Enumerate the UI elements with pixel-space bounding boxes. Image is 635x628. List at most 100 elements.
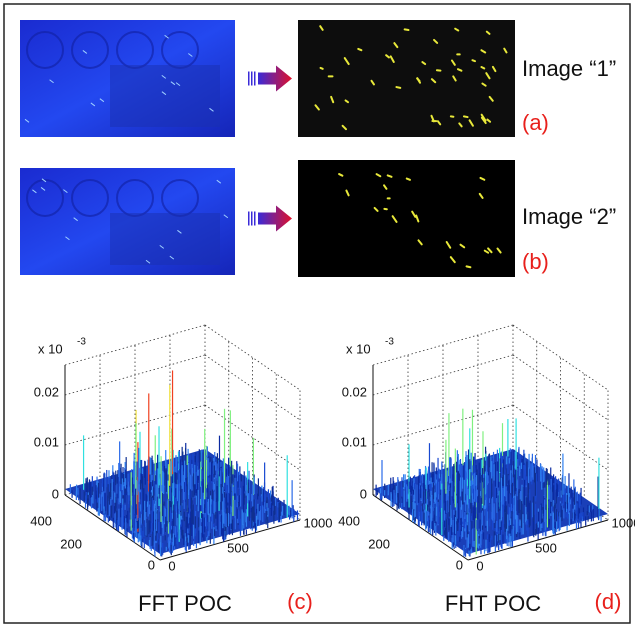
fiber: [188, 53, 193, 57]
z-tick-label: 0: [52, 486, 59, 501]
fiber-mark: [468, 119, 474, 127]
fiber-mark: [405, 177, 411, 181]
fiber-mark: [480, 66, 486, 70]
fiber: [216, 179, 222, 184]
fiber-mark: [480, 116, 487, 125]
arrow-bar: [251, 71, 253, 86]
fiber: [73, 217, 78, 222]
fiber-mark: [503, 47, 508, 54]
fiber-mark: [481, 82, 487, 87]
fiber-map: [298, 160, 515, 277]
photo-detail: [26, 179, 64, 217]
fiber-mark: [370, 79, 375, 86]
x-tick-label: 0: [168, 558, 175, 573]
z-tick-label: 0: [360, 486, 367, 501]
y-tick-label: 0: [456, 557, 463, 572]
x-axis: [467, 519, 609, 561]
x-axis: [159, 519, 301, 561]
fiber: [223, 214, 229, 219]
y-axis: [64, 494, 161, 561]
fiber-mark: [479, 176, 486, 181]
fiber-mark: [459, 243, 466, 249]
image-label: Image “1”: [522, 56, 616, 81]
photo-detail: [110, 65, 220, 127]
fiber-map: [298, 20, 515, 137]
grid-line: [64, 404, 206, 446]
photo-detail: [71, 31, 109, 69]
x-tick-label: 500: [227, 540, 249, 555]
fiber-mark: [436, 120, 442, 126]
fiber: [99, 98, 105, 103]
z-tick-label: 0.01: [34, 434, 59, 449]
fiber: [40, 187, 46, 191]
fiber-mark: [330, 95, 335, 104]
fiber-mark: [465, 265, 472, 269]
y-tick-label: 200: [60, 536, 82, 551]
plot-title: FFT POC: [138, 591, 232, 616]
exponent-base: x 10: [38, 341, 63, 356]
fiber-mark: [491, 65, 497, 73]
arrow-bar: [251, 211, 253, 226]
x-tick-label: 500: [535, 540, 557, 555]
fiber: [161, 74, 167, 79]
fiber-mark: [456, 68, 463, 72]
grid-line: [372, 354, 514, 396]
image-label: Image “2”: [522, 204, 616, 229]
panel-tag: (b): [522, 249, 549, 274]
fiber-mark: [319, 25, 324, 31]
fiber: [164, 34, 169, 39]
fiber-mark: [462, 115, 469, 119]
fiber: [209, 107, 214, 112]
fiber-mark: [403, 28, 410, 32]
arrow: [258, 65, 292, 92]
fiber-mark: [345, 189, 350, 197]
fiber: [175, 82, 181, 87]
arrow-bar: [254, 71, 256, 86]
fiber-mark: [485, 30, 491, 35]
fiber-mark: [449, 256, 456, 264]
fiber-mark: [421, 61, 427, 66]
content: Image “1”(a)Image “2”(b)x 10 -30.020.0104…: [20, 20, 635, 616]
grid-line: [372, 404, 514, 446]
fiber: [49, 79, 54, 84]
fiber-mark: [430, 114, 435, 123]
fiber-mark: [485, 72, 491, 80]
y-axis: [372, 494, 469, 561]
x-tick-label: 1000: [612, 515, 635, 530]
fiber-mark: [478, 192, 484, 199]
fiber-mark: [385, 54, 390, 59]
panel-tag: (a): [522, 110, 549, 135]
fiber-mark: [450, 59, 456, 66]
y-tick-label: 200: [368, 536, 390, 551]
panel-tag: (d): [595, 589, 622, 614]
fiber: [65, 236, 70, 241]
fiber-mark: [487, 247, 493, 254]
grid-line: [64, 354, 206, 396]
fiber-mark: [341, 124, 347, 131]
fiber-mark: [416, 77, 422, 84]
fiber-mark: [383, 184, 388, 190]
fiber-mark: [480, 49, 487, 54]
plot-title: FHT POC: [445, 591, 541, 616]
fiber-mark: [417, 239, 423, 246]
y-tick-label: 400: [338, 513, 360, 528]
fiber: [170, 81, 176, 86]
fiber-mark: [344, 99, 350, 104]
box-edge: [512, 324, 609, 391]
fiber-mark: [415, 214, 420, 223]
x-tick-label: 0: [476, 558, 483, 573]
fiber-mark: [433, 38, 439, 44]
fiber-mark: [386, 174, 393, 178]
box-edge: [64, 324, 206, 366]
fiber-mark: [338, 173, 344, 177]
fiber: [32, 189, 37, 194]
arrow-bar: [248, 71, 250, 86]
photo-detail: [110, 213, 220, 265]
fiber: [90, 102, 96, 107]
fiber-mark: [389, 55, 395, 63]
fiber-mark: [480, 113, 487, 122]
fiber: [63, 189, 68, 194]
fiber-mark: [395, 86, 402, 89]
arrow-bar: [254, 211, 256, 226]
box-edge: [372, 324, 514, 366]
